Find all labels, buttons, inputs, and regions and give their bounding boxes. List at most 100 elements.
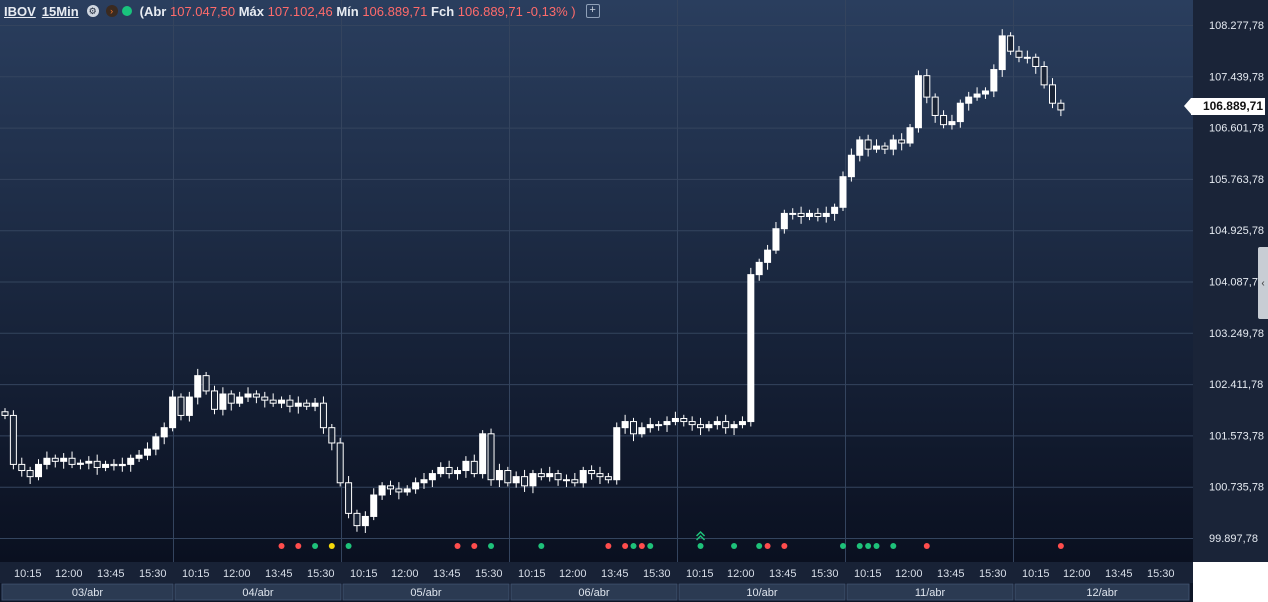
chart-header: IBOV 15Min ⚙ › (Abr 107.047,50 Máx 107.1… (4, 2, 600, 20)
candle (713, 421, 721, 426)
candle (278, 399, 286, 404)
candle (286, 399, 294, 407)
candle (60, 457, 68, 462)
low-value: 106.889,71 (362, 3, 428, 19)
candle (638, 427, 646, 435)
x-time-tick-label: 10:15 (14, 568, 42, 580)
candle (202, 375, 210, 392)
candle (319, 402, 327, 429)
candle (102, 463, 110, 468)
day-label: 05/abr (410, 587, 442, 599)
candle (76, 462, 84, 465)
y-tick-label: 101.573,78 (1209, 430, 1264, 442)
candle (403, 488, 411, 493)
candle (9, 414, 17, 465)
day-label: 11/abr (915, 587, 946, 599)
settings-icon[interactable]: ⚙ (86, 5, 99, 17)
candle (18, 463, 26, 472)
status-online-icon (121, 6, 132, 16)
candle (336, 442, 344, 484)
y-tick-label: 107.439,78 (1209, 71, 1264, 83)
signal-dot-red (638, 543, 645, 549)
candle (889, 139, 897, 150)
signal-dot-green (697, 543, 704, 549)
x-time-tick-label: 13:45 (97, 568, 125, 580)
timeframe-link[interactable]: 15Min (41, 3, 79, 19)
candle (328, 427, 336, 444)
candle (68, 457, 76, 465)
candle (789, 212, 797, 215)
candle (554, 473, 562, 481)
candle (537, 473, 545, 478)
candle (504, 470, 512, 484)
day-label: 03/abr (72, 587, 104, 599)
candle (211, 390, 218, 410)
y-axis-background (1193, 0, 1268, 562)
signal-dot-green (731, 543, 738, 549)
candle (395, 488, 403, 493)
day-label-box (342, 583, 510, 601)
signal-dot-red (622, 543, 629, 549)
candle (864, 139, 872, 150)
day-label-box (1, 583, 174, 601)
x-time-tick-label: 13:45 (769, 568, 797, 580)
candle (43, 457, 51, 465)
axis-corner (1193, 562, 1268, 602)
signal-dot-red (278, 543, 285, 549)
candle (755, 261, 763, 276)
high-value: 107.102,46 (267, 3, 333, 19)
add-indicator-button[interactable]: + (585, 4, 600, 18)
candle (956, 102, 964, 123)
candle (1023, 56, 1031, 59)
candle (588, 470, 596, 475)
x-time-tick-label: 15:30 (979, 568, 1007, 580)
x-time-tick-label: 10:15 (350, 568, 378, 580)
candle (1032, 56, 1040, 67)
candle (261, 396, 269, 401)
candle (730, 424, 738, 429)
candle (311, 402, 319, 407)
collapse-panel-handle[interactable]: ‹ (1258, 247, 1268, 319)
candle (747, 274, 755, 423)
candle (546, 473, 554, 478)
x-time-tick-label: 10:15 (1022, 568, 1050, 580)
candle (914, 75, 922, 129)
candle (303, 402, 311, 407)
candle (697, 424, 705, 429)
candle (437, 466, 445, 475)
candle (487, 433, 495, 481)
chevron-right-icon[interactable]: › (105, 5, 118, 17)
x-time-tick-label: 13:45 (265, 568, 293, 580)
symbol-link[interactable]: IBOV (4, 3, 36, 19)
candle (764, 249, 772, 263)
x-time-tick-label: 12:00 (895, 568, 923, 580)
candle (680, 417, 688, 423)
open-label: (Abr (139, 3, 167, 19)
candle (571, 479, 579, 484)
ohlc-readout: (Abr 107.047,50 Máx 107.102,46 Mín 106.8… (140, 4, 576, 19)
day-label: 04/abr (242, 587, 274, 599)
day-label: 12/abr (1086, 587, 1118, 599)
day-label-box (846, 583, 1014, 601)
candle (805, 212, 813, 217)
candle (973, 93, 981, 98)
day-label: 06/abr (578, 587, 610, 599)
y-tick-label: 106.601,78 (1209, 123, 1264, 135)
candle (1015, 50, 1023, 58)
day-label-box (678, 583, 846, 601)
candle (940, 114, 948, 126)
candle (244, 393, 252, 398)
x-time-tick-label: 13:45 (937, 568, 965, 580)
day-label-box (174, 583, 342, 601)
candle (85, 460, 93, 464)
signal-dot-red (923, 543, 930, 549)
candle (51, 457, 59, 462)
x-time-tick-label: 12:00 (1063, 568, 1091, 580)
candle (931, 96, 939, 116)
signal-dot-red (781, 543, 788, 549)
candle (596, 473, 604, 478)
candle (420, 479, 428, 484)
candle (110, 463, 118, 467)
